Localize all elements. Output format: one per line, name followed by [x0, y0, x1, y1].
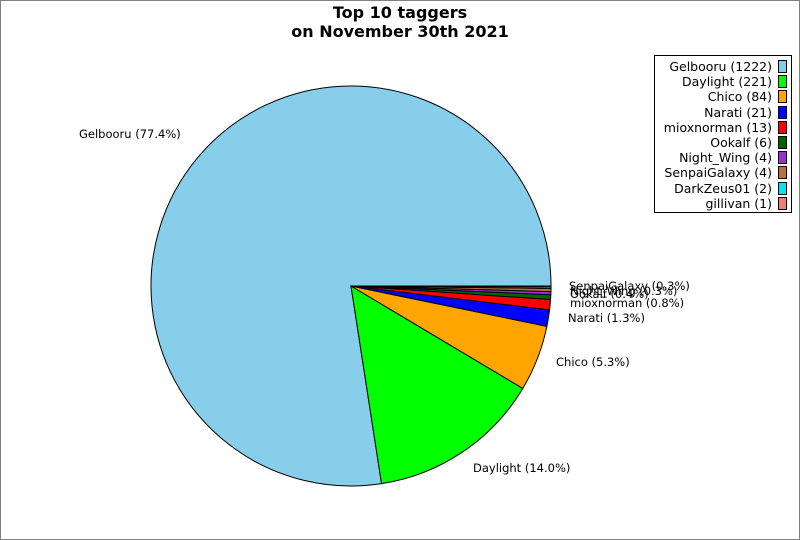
- legend-swatch: [778, 60, 787, 73]
- legend-label: Narati (21): [704, 104, 772, 120]
- legend-label: DarkZeus01 (2): [674, 180, 772, 196]
- pie-label-gelbooru: Gelbooru (77.4%): [79, 127, 181, 141]
- legend-item-gelbooru: Gelbooru (1222): [669, 59, 787, 74]
- legend-item-narati: Narati (21): [704, 105, 787, 120]
- pie-slice-gillivan: [350, 285, 552, 288]
- legend-item-darkzeus01: DarkZeus01 (2): [674, 181, 787, 196]
- pie-label-daylight: Daylight (14.0%): [473, 461, 570, 475]
- pie-label-narati: Narati (1.3%): [568, 311, 645, 325]
- pie-label-senpaigalaxy: SenpaiGalaxy (0.3%): [569, 279, 690, 293]
- legend-swatch: [778, 151, 787, 165]
- legend-swatch: [778, 105, 787, 119]
- legend-swatch: [778, 75, 787, 89]
- legend-item-ookalf: Ookalf (6): [710, 135, 787, 150]
- legend-label: mioxnorman (13): [663, 119, 772, 135]
- legend-item-chico: Chico (84): [708, 89, 787, 104]
- legend-label: Night_Wing (4): [679, 150, 772, 166]
- legend: Gelbooru (1222) Daylight (221) Chico (84) N…: [654, 55, 792, 213]
- legend-label: Ookalf (6): [710, 135, 772, 150]
- pie-label-ookalf: Ookalf (0.4%): [570, 287, 649, 301]
- pie-label-mioxnorman: mioxnorman (0.8%): [570, 296, 684, 310]
- chart-title-line-2: on November 30th 2021: [291, 22, 509, 41]
- legend-swatch: [778, 136, 787, 149]
- pie-slice-daylight: [350, 285, 524, 485]
- legend-label: SenpaiGalaxy (4): [664, 165, 772, 181]
- pie-label-night_wing: Night_Wing (0.3%): [570, 284, 677, 298]
- pie-label-chico: Chico (5.3%): [556, 355, 630, 369]
- legend-swatch: [778, 166, 787, 180]
- legend-item-gillivan: gillivan (1): [705, 195, 787, 211]
- legend-label: gillivan (1): [705, 195, 773, 211]
- legend-label: Daylight (221): [682, 74, 772, 90]
- legend-swatch: [778, 120, 787, 134]
- legend-item-night_wing: Night_Wing (4): [679, 150, 787, 165]
- legend-label: Gelbooru (1222): [669, 59, 772, 74]
- legend-item-daylight: Daylight (221): [682, 74, 787, 89]
- legend-swatch: [778, 196, 787, 210]
- chart-title-line-1: Top 10 taggers: [332, 3, 468, 22]
- legend-label: Chico (84): [707, 89, 772, 105]
- legend-swatch: [778, 90, 787, 104]
- legend-swatch: [778, 181, 787, 195]
- legend-item-senpaigalaxy: SenpaiGalaxy (4): [664, 165, 787, 180]
- legend-item-mioxnorman: mioxnorman (13): [664, 120, 787, 135]
- chart-title: Top 10 taggers on November 30th 2021: [1, 3, 799, 41]
